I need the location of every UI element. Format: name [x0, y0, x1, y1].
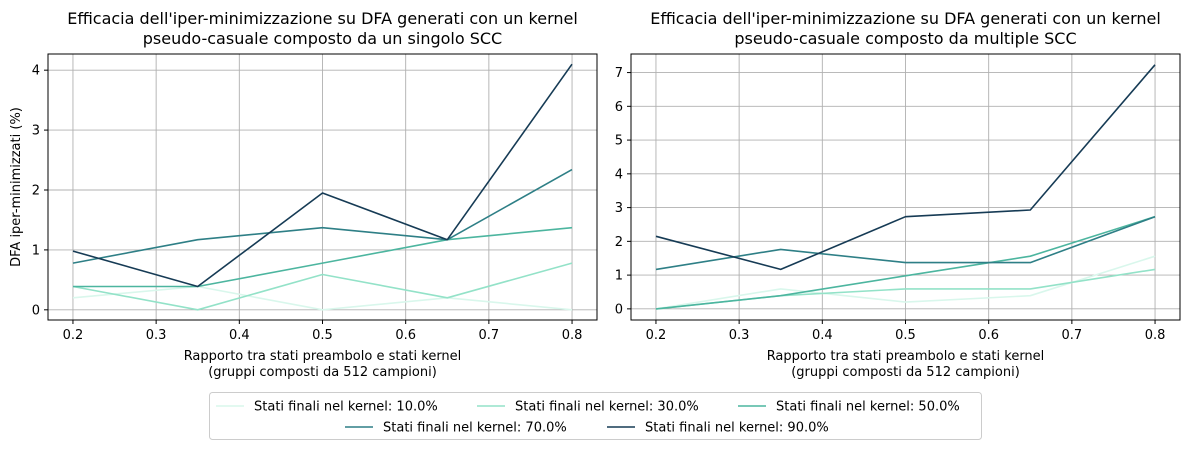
legend-label: Stati finali nel kernel: 30.0% — [515, 400, 699, 415]
x-tick-label: 0.6 — [978, 328, 999, 343]
y-tick-label: 0 — [32, 303, 40, 318]
chart-title-line: Efficacia dell'iper-minimizzazione su DF… — [650, 9, 1161, 28]
series-line — [655, 64, 1156, 271]
y-tick-label: 2 — [32, 183, 40, 198]
x-tick-label: 0.3 — [729, 328, 750, 343]
series-line — [72, 168, 573, 264]
series-line — [73, 226, 573, 288]
chart-title-line: Efficacia dell'iper-minimizzazione su DF… — [67, 9, 578, 28]
chart-title: Efficacia dell'iper-minimizzazione su DF… — [67, 9, 578, 48]
y-tick-label: 5 — [615, 134, 623, 149]
series-line — [655, 215, 1156, 310]
y-tick-label: 2 — [615, 235, 623, 250]
x-tick-label: 0.2 — [646, 328, 667, 343]
x-tick-label: 0.8 — [1145, 328, 1166, 343]
x-tick-label: 0.2 — [63, 328, 84, 343]
x-tick-label: 0.4 — [812, 328, 833, 343]
y-tick-label: 3 — [32, 124, 40, 139]
y-tick-label: 0 — [615, 302, 623, 317]
y-tick-label: 7 — [615, 66, 623, 81]
chart-multiple-scc: 0.2 0.3 0.4 0.5 0.6 0.7 0.8 0 1 2 3 4 5 6 7 Efficacia d… — [615, 9, 1181, 380]
legend-label: Stati finali nel kernel: 90.0% — [645, 421, 829, 436]
legend-label: Stati finali nel kernel: 70.0% — [383, 421, 567, 436]
series-line — [72, 262, 573, 311]
legend-label: Stati finali nel kernel: 10.0% — [254, 400, 438, 415]
x-axis-label-line: (gruppi composti da 512 campioni) — [791, 365, 1020, 380]
x-tick-label: 0.8 — [562, 328, 583, 343]
y-tick-label: 4 — [615, 167, 623, 182]
x-axis-label-line: Rapporto tra stati preambolo e stati ker… — [184, 349, 462, 364]
legend-label: Stati finali nel kernel: 50.0% — [776, 400, 960, 415]
x-tick-label: 0.3 — [146, 328, 167, 343]
legend-frame — [209, 392, 982, 440]
chart-title-line: pseudo-casuale composto da multiple SCC — [734, 29, 1076, 48]
chart-single-scc: 0.2 0.3 0.4 0.5 0.6 0.7 0.8 0 1 2 3 4 Efficacia dell… — [9, 9, 598, 380]
series-line — [72, 285, 573, 311]
x-tick-label: 0.5 — [312, 328, 333, 343]
x-axis-label-line: (gruppi composti da 512 campioni) — [208, 365, 437, 380]
y-tick-label: 6 — [615, 100, 623, 115]
x-tick-label: 0.6 — [395, 328, 416, 343]
y-tick-label: 1 — [615, 269, 623, 284]
x-axis-label: Rapporto tra stati preambolo e stati ker… — [767, 349, 1045, 380]
y-tick-label: 1 — [32, 243, 40, 258]
x-tick-label: 0.7 — [479, 328, 500, 343]
series-line — [655, 215, 1156, 271]
x-tick-label: 0.7 — [1062, 328, 1083, 343]
chart-title-line: pseudo-casuale composto da un singolo SC… — [143, 29, 502, 48]
y-tick-label: 3 — [615, 201, 623, 216]
x-tick-label: 0.4 — [229, 328, 250, 343]
x-tick-label: 0.5 — [895, 328, 916, 343]
x-axis-label-line: Rapporto tra stati preambolo e stati ker… — [767, 349, 1045, 364]
chart-title: Efficacia dell'iper-minimizzazione su DF… — [650, 9, 1161, 48]
x-axis-label: Rapporto tra stati preambolo e stati ker… — [184, 349, 462, 380]
y-axis-label: DFA iper-minimizzati (%) — [9, 107, 24, 267]
legend: Stati finali nel kernel: 10.0% Stati fina… — [209, 392, 982, 440]
series-line — [72, 63, 573, 288]
y-tick-label: 4 — [32, 64, 40, 79]
